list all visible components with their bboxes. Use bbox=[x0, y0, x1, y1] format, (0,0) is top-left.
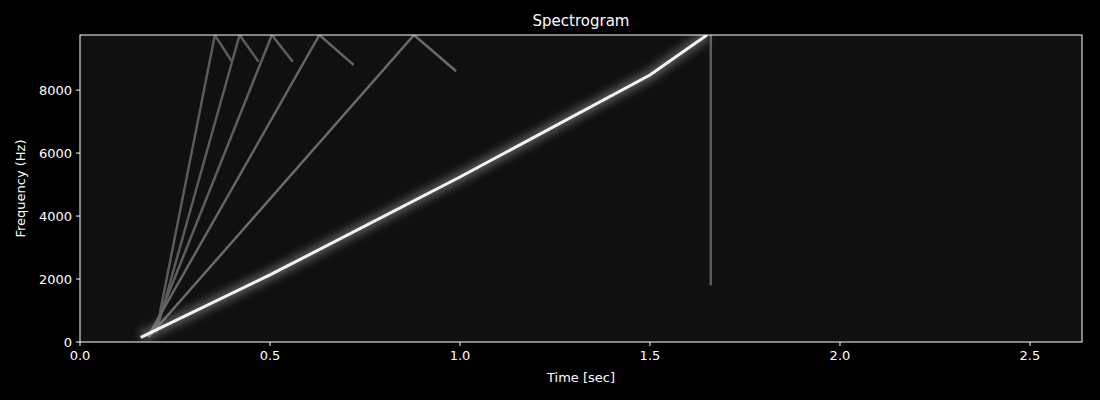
spectral-line bbox=[710, 35, 713, 285]
x-tick bbox=[649, 342, 650, 346]
x-tick bbox=[839, 342, 840, 346]
spectral-line bbox=[141, 35, 707, 337]
plot-frame bbox=[80, 35, 1082, 342]
y-tick bbox=[76, 279, 80, 280]
x-tick bbox=[459, 342, 460, 346]
spectral-line bbox=[152, 35, 293, 334]
y-tick-label: 8000 bbox=[39, 83, 72, 98]
x-tick-label: 2.5 bbox=[1020, 348, 1041, 363]
x-axis-label: Time [sec] bbox=[546, 370, 615, 385]
y-tick-label: 0 bbox=[64, 335, 72, 350]
x-tick-label: 2.0 bbox=[830, 348, 851, 363]
plot-area bbox=[80, 35, 1082, 342]
x-tick-label: 0.0 bbox=[70, 348, 91, 363]
chart-root: 0.0 0.5 1.0 1.5 2.0 2.5 0 2000 4000 6000 8000 Spect… bbox=[0, 0, 1100, 400]
y-axis-label: Frequency (Hz) bbox=[13, 139, 28, 237]
x-tick bbox=[269, 342, 270, 346]
x-tick bbox=[80, 342, 81, 346]
title: Spectrogram bbox=[533, 12, 630, 30]
y-tick bbox=[76, 216, 80, 217]
x-tick-label: 1.0 bbox=[450, 348, 471, 363]
y-tick bbox=[76, 153, 80, 154]
x-tick-label: 0.5 bbox=[260, 348, 281, 363]
y-tick bbox=[76, 90, 80, 91]
plot-marks bbox=[141, 35, 711, 337]
chart: 0.0 0.5 1.0 1.5 2.0 2.5 0 2000 4000 6000 8000 Spect… bbox=[0, 0, 1100, 400]
y-tick-label: 4000 bbox=[39, 209, 72, 224]
spectral-line bbox=[148, 35, 456, 337]
spectral-glow bbox=[141, 35, 707, 337]
y-tick-label: 2000 bbox=[39, 272, 72, 287]
background bbox=[0, 0, 1100, 400]
x-tick bbox=[1029, 342, 1030, 346]
y-tick bbox=[76, 342, 80, 343]
x-tick-label: 1.5 bbox=[640, 348, 661, 363]
spectral-line bbox=[148, 35, 353, 336]
y-tick-label: 6000 bbox=[39, 146, 72, 161]
